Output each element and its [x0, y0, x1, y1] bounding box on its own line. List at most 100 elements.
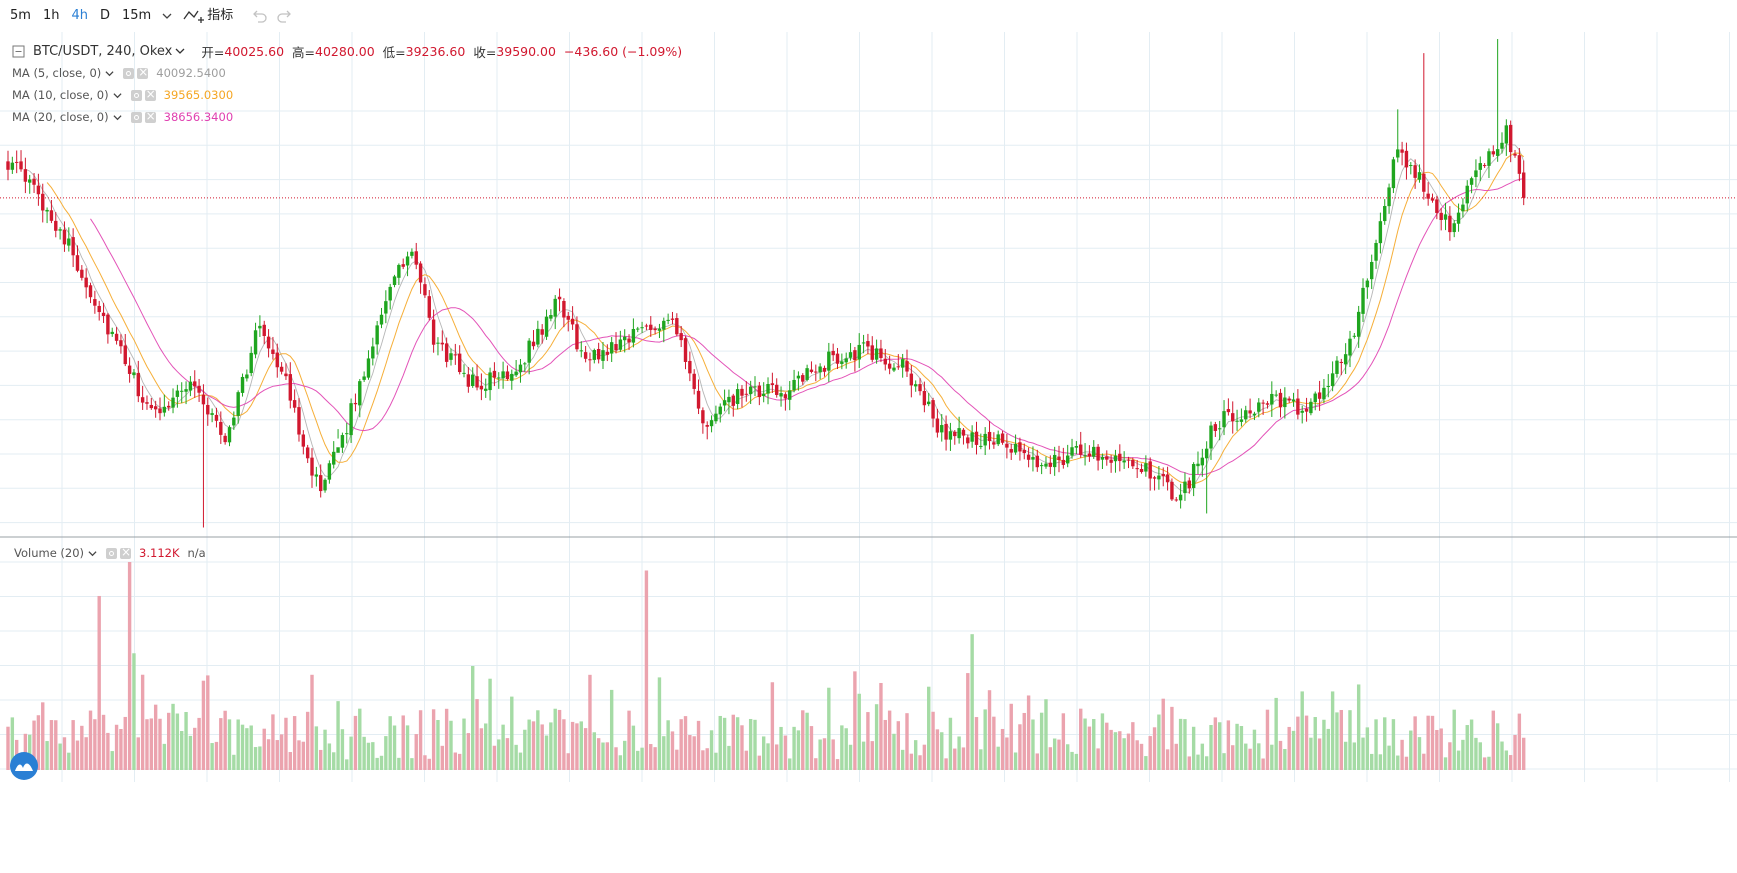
candle-body: [718, 406, 722, 415]
candle-body: [392, 276, 397, 286]
candle-body: [531, 341, 536, 347]
candle-body: [214, 414, 219, 421]
candle-body: [1287, 398, 1291, 401]
volume-bar: [158, 718, 162, 770]
volume-bar: [1065, 744, 1070, 770]
candle-body: [570, 318, 575, 325]
candle-body: [748, 386, 753, 395]
undo-icon[interactable]: [249, 3, 269, 29]
candle-body: [471, 374, 475, 387]
volume-bar: [132, 653, 136, 770]
volume-bar: [249, 725, 253, 770]
candle-body: [900, 359, 905, 368]
candle-body: [822, 367, 827, 372]
toolbar: 5m 1h 4h D 15m 指标: [0, 0, 1737, 32]
interval-1h-button[interactable]: 1h: [42, 8, 60, 23]
interval-d-button[interactable]: D: [99, 8, 110, 23]
ma5-label[interactable]: MA (5, close, 0): [12, 66, 102, 80]
candle-body: [197, 385, 201, 393]
ma5-line: [25, 144, 1525, 494]
volume-bar: [1435, 729, 1439, 770]
volume-bar: [475, 699, 479, 770]
candle-body: [1274, 394, 1278, 396]
volume-bar: [992, 716, 996, 770]
eye-icon[interactable]: [130, 89, 142, 101]
volume-bar: [714, 752, 718, 770]
candle-body: [236, 392, 240, 416]
redo-icon[interactable]: [275, 3, 295, 29]
volume-bar: [1348, 710, 1352, 770]
candle-body: [318, 475, 323, 492]
close-icon[interactable]: [120, 545, 131, 559]
ma5-value: 40092.5400: [156, 66, 226, 80]
candle-body: [219, 421, 223, 435]
candle-body: [609, 342, 614, 354]
chevron-down-icon[interactable]: [175, 46, 185, 56]
volume-bar: [41, 702, 45, 770]
close-icon[interactable]: [137, 65, 148, 79]
volume-bar: [171, 703, 175, 770]
candle-body: [770, 383, 775, 385]
volume-bar: [1387, 745, 1391, 770]
volume-bar: [861, 741, 866, 770]
candle-body: [992, 442, 996, 445]
candle-body: [492, 370, 497, 378]
candle-body: [145, 402, 149, 404]
volume-bar: [440, 745, 444, 770]
moving-average-lines: [25, 144, 1525, 494]
candle-body: [1335, 360, 1339, 374]
candle-body: [714, 413, 718, 422]
volume-bar: [1513, 735, 1517, 770]
candle-body: [245, 374, 249, 379]
chart-grid: [0, 32, 1737, 782]
candle-body: [19, 161, 23, 170]
volume-bar: [1522, 737, 1526, 770]
candle-body: [679, 333, 683, 341]
volume-bar: [1404, 756, 1409, 770]
volume-bar: [1005, 737, 1009, 770]
close-icon[interactable]: [144, 109, 156, 123]
volume-bar: [614, 747, 618, 770]
candle-body: [1365, 280, 1370, 288]
volume-bar: [1261, 758, 1265, 770]
volume-bar: [1343, 741, 1348, 770]
symbol-title[interactable]: BTC/USDT, 240, Okex: [33, 43, 173, 59]
logo-icon[interactable]: [10, 752, 38, 780]
candle-body: [162, 406, 167, 413]
indicators-button[interactable]: 指标: [177, 3, 239, 29]
ma20-label[interactable]: MA (20, close, 0): [12, 110, 109, 124]
close-icon[interactable]: [144, 87, 156, 101]
interval-5m-button[interactable]: 5m: [10, 8, 31, 23]
volume-bar: [1356, 684, 1361, 770]
chevron-down-icon[interactable]: [113, 113, 122, 122]
volume-bar: [362, 736, 366, 770]
candle-body: [457, 353, 462, 373]
eye-icon[interactable]: [123, 67, 135, 79]
candle-body: [253, 330, 258, 355]
volume-bar: [653, 747, 657, 770]
volume-label[interactable]: Volume (20): [14, 546, 85, 560]
candle-body: [379, 314, 384, 325]
indicators-label: 指标: [207, 8, 234, 23]
eye-icon[interactable]: [130, 111, 142, 123]
collapse-icon[interactable]: [12, 45, 25, 58]
candle-body: [935, 418, 940, 433]
volume-bar: [1105, 722, 1109, 770]
eye-icon[interactable]: [106, 547, 118, 559]
candle-body: [479, 385, 484, 390]
chart-area[interactable]: [0, 32, 1737, 873]
chevron-down-icon[interactable]: [105, 69, 114, 78]
volume-bar: [940, 732, 944, 770]
interval-15m-button[interactable]: 15m: [121, 8, 152, 23]
volume-bar: [431, 709, 436, 770]
ma10-label[interactable]: MA (10, close, 0): [12, 88, 109, 102]
volume-bar: [1300, 691, 1304, 770]
volume-bar: [796, 730, 801, 770]
chevron-down-icon[interactable]: [88, 549, 97, 558]
chevron-down-icon[interactable]: [113, 91, 122, 100]
interval-4h-button[interactable]: 4h: [71, 8, 88, 23]
volume-bar: [405, 725, 410, 770]
chevron-down-icon[interactable]: [157, 3, 177, 29]
candle-body: [1087, 453, 1092, 457]
volume-bar: [336, 701, 340, 770]
